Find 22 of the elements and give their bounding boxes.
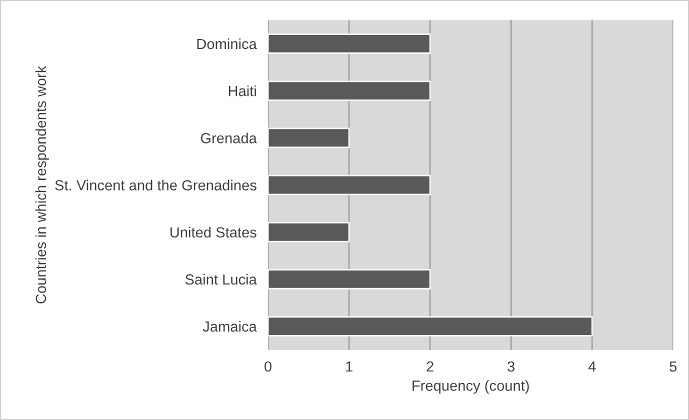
x-tick-label: 4 [588, 362, 596, 372]
x-tick-label: 2 [426, 361, 434, 372]
bar [268, 222, 350, 242]
y-tick-label: Jamaica [202, 321, 257, 332]
bar [268, 316, 593, 336]
x-tick-label: 3 [508, 361, 515, 372]
x-axis-title: Frequency (count) [412, 380, 529, 394]
x-tick-label: 1 [346, 362, 352, 372]
bar [268, 128, 350, 148]
y-axis-title: Countries in which respondents work [35, 66, 49, 304]
y-tick-label: St. Vincent and the Grenadines [55, 180, 256, 190]
y-tick-label: Grenada [200, 132, 257, 144]
x-tick-label: 5 [670, 362, 677, 372]
bar [268, 174, 431, 196]
x-tick-label: 0 [264, 361, 272, 372]
bar [268, 80, 431, 101]
y-tick-label: Saint Lucia [185, 274, 257, 285]
bar [268, 34, 431, 54]
y-tick-label: United States [170, 226, 256, 238]
bar [268, 269, 431, 290]
y-tick-label: Dominica [197, 38, 257, 50]
y-tick-label: Haiti [228, 86, 256, 96]
